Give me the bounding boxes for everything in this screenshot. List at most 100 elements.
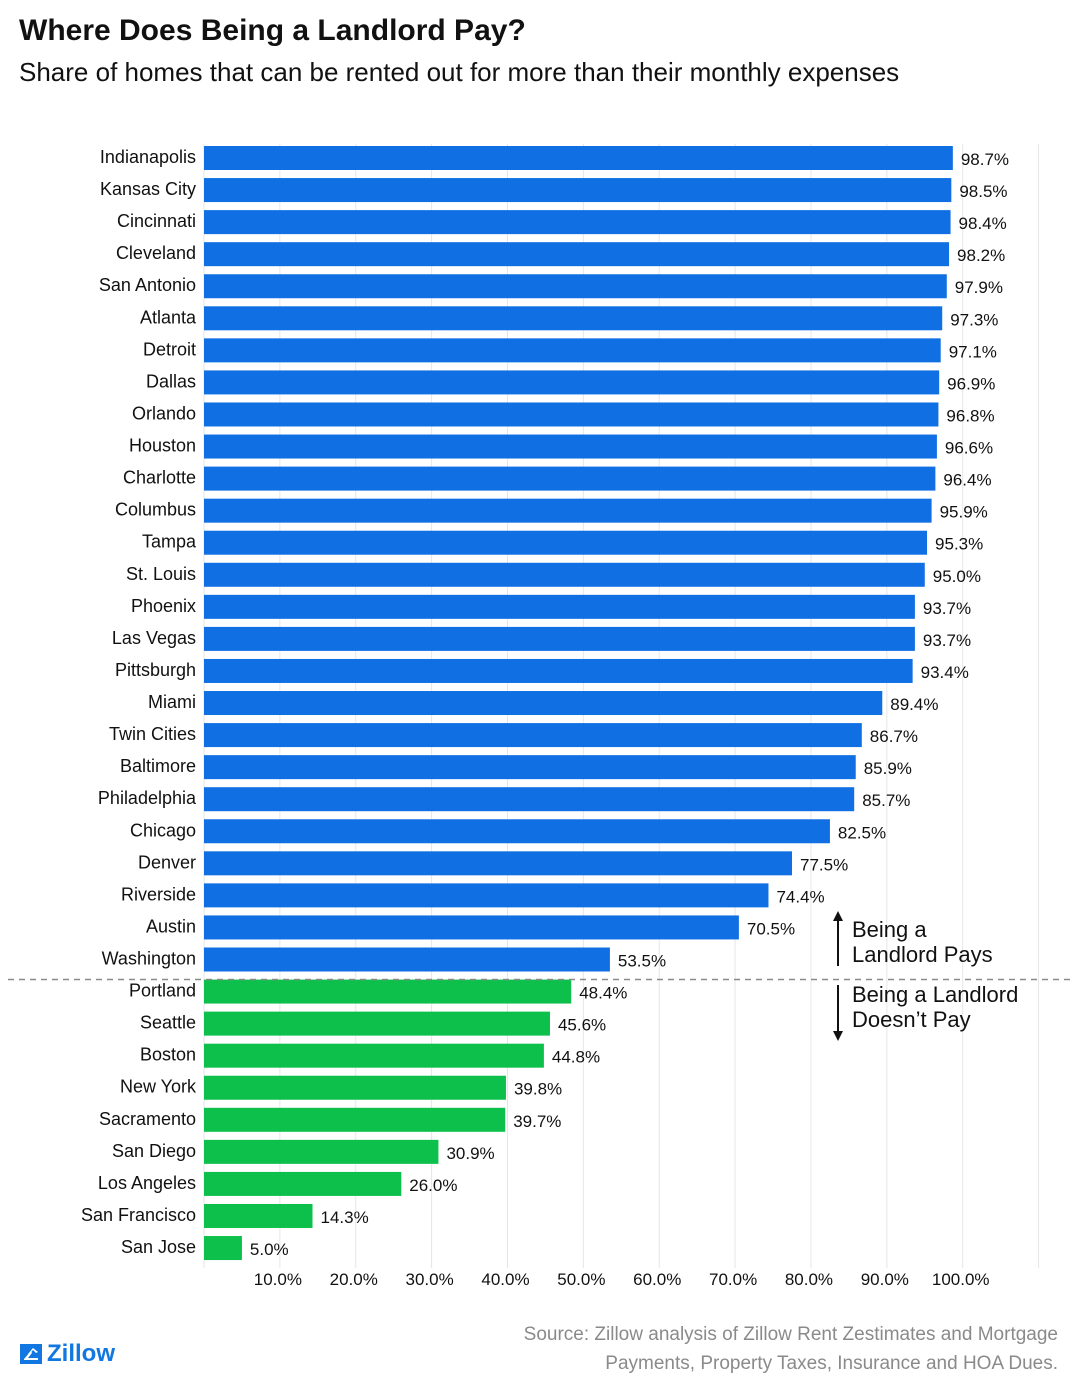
zillow-logo: Zillow bbox=[19, 1340, 115, 1368]
value-label: 45.6% bbox=[558, 1016, 606, 1035]
category-label: Miami bbox=[148, 692, 196, 712]
source-line-1: Source: Zillow analysis of Zillow Rent Z… bbox=[523, 1324, 1058, 1345]
category-label: Atlanta bbox=[140, 307, 197, 327]
category-label: Houston bbox=[129, 436, 196, 456]
category-label: St. Louis bbox=[126, 564, 196, 584]
bar bbox=[204, 755, 856, 780]
zillow-house-icon bbox=[20, 1344, 42, 1364]
value-label: 97.1% bbox=[949, 342, 997, 361]
value-label: 82.5% bbox=[838, 823, 886, 842]
category-label: Detroit bbox=[143, 339, 196, 359]
value-label: 44.8% bbox=[552, 1048, 600, 1067]
value-label: 85.9% bbox=[864, 759, 912, 778]
category-label: Kansas City bbox=[100, 179, 196, 199]
category-label: Philadelphia bbox=[98, 788, 197, 808]
bar bbox=[204, 530, 928, 555]
value-label: 96.9% bbox=[947, 374, 995, 393]
source-note: Source: Zillow analysis of Zillow Rent Z… bbox=[524, 1320, 1058, 1378]
annotation-pays: Landlord Pays bbox=[852, 942, 993, 967]
bar bbox=[204, 626, 915, 651]
category-label: Austin bbox=[146, 916, 196, 936]
chart-title: Where Does Being a Landlord Pay? bbox=[19, 14, 526, 47]
category-label: Chicago bbox=[130, 820, 196, 840]
value-label: 30.9% bbox=[446, 1144, 494, 1163]
x-tick-label: 50.0% bbox=[557, 1270, 605, 1289]
category-label: San Diego bbox=[112, 1141, 196, 1161]
value-label: 98.4% bbox=[959, 214, 1007, 233]
bar bbox=[204, 883, 769, 908]
value-label: 93.7% bbox=[923, 599, 971, 618]
x-tick-label: 30.0% bbox=[406, 1270, 454, 1289]
bar bbox=[204, 1171, 402, 1196]
source-line-2: Payments, Property Taxes, Insurance and … bbox=[605, 1353, 1058, 1374]
category-label: San Francisco bbox=[81, 1205, 196, 1225]
annotation-not-pays: Doesn’t Pay bbox=[852, 1007, 971, 1032]
category-label: Charlotte bbox=[123, 468, 196, 488]
value-label: 5.0% bbox=[250, 1240, 289, 1259]
value-label: 95.9% bbox=[940, 503, 988, 522]
bar bbox=[204, 402, 939, 427]
bar bbox=[204, 947, 610, 972]
x-tick-label: 10.0% bbox=[254, 1270, 302, 1289]
category-label: Riverside bbox=[121, 884, 196, 904]
category-label: Washington bbox=[102, 949, 196, 969]
bar bbox=[204, 658, 913, 683]
value-label: 98.7% bbox=[961, 150, 1009, 169]
bar bbox=[204, 691, 883, 716]
category-label: Seattle bbox=[140, 1013, 196, 1033]
value-label: 97.3% bbox=[950, 310, 998, 329]
bar bbox=[204, 178, 952, 203]
bar bbox=[204, 242, 950, 267]
value-label: 93.7% bbox=[923, 631, 971, 650]
bar bbox=[204, 498, 932, 523]
bar bbox=[204, 851, 792, 876]
category-label: Cincinnati bbox=[117, 211, 196, 231]
value-label: 96.6% bbox=[945, 439, 993, 458]
bar bbox=[204, 915, 739, 940]
value-label: 39.7% bbox=[513, 1112, 561, 1131]
bar bbox=[204, 1043, 544, 1068]
category-label: Twin Cities bbox=[109, 724, 196, 744]
arrow-down-icon bbox=[833, 1031, 843, 1041]
value-label: 77.5% bbox=[800, 855, 848, 874]
bar bbox=[204, 210, 951, 235]
value-label: 14.3% bbox=[320, 1208, 368, 1227]
category-label: Denver bbox=[138, 852, 196, 872]
x-tick-label: 100.0% bbox=[932, 1270, 990, 1289]
bar bbox=[204, 1075, 506, 1100]
category-label: Dallas bbox=[146, 371, 196, 391]
value-label: 98.5% bbox=[959, 182, 1007, 201]
bar bbox=[204, 1011, 550, 1036]
value-label: 53.5% bbox=[618, 952, 666, 971]
bar bbox=[204, 1203, 313, 1228]
bar bbox=[204, 370, 940, 395]
arrow-up-icon bbox=[833, 911, 843, 921]
x-tick-label: 20.0% bbox=[330, 1270, 378, 1289]
value-label: 85.7% bbox=[862, 791, 910, 810]
bar-chart: Indianapolis 98.7% Kansas City 98.5% Cincinn… bbox=[8, 144, 1072, 1289]
x-tick-label: 40.0% bbox=[481, 1270, 529, 1289]
category-label: Boston bbox=[140, 1045, 196, 1065]
bar bbox=[204, 466, 936, 491]
value-label: 98.2% bbox=[957, 246, 1005, 265]
value-label: 39.8% bbox=[514, 1080, 562, 1099]
category-label: New York bbox=[120, 1077, 197, 1097]
value-label: 74.4% bbox=[776, 887, 824, 906]
category-label: Baltimore bbox=[120, 756, 196, 776]
value-label: 70.5% bbox=[747, 919, 795, 938]
bar bbox=[204, 1139, 439, 1164]
bar bbox=[204, 1236, 242, 1261]
bar bbox=[204, 434, 937, 459]
bar bbox=[204, 146, 953, 170]
bar bbox=[204, 979, 572, 1004]
annotation-not-pays: Being a Landlord bbox=[852, 982, 1018, 1007]
bar bbox=[204, 594, 915, 619]
category-label: Las Vegas bbox=[112, 628, 196, 648]
x-tick-label: 80.0% bbox=[785, 1270, 833, 1289]
value-label: 48.4% bbox=[579, 984, 627, 1003]
x-tick-label: 60.0% bbox=[633, 1270, 681, 1289]
bar bbox=[204, 787, 855, 812]
category-label: Pittsburgh bbox=[115, 660, 196, 680]
bar bbox=[204, 1107, 506, 1132]
value-label: 96.4% bbox=[943, 471, 991, 490]
